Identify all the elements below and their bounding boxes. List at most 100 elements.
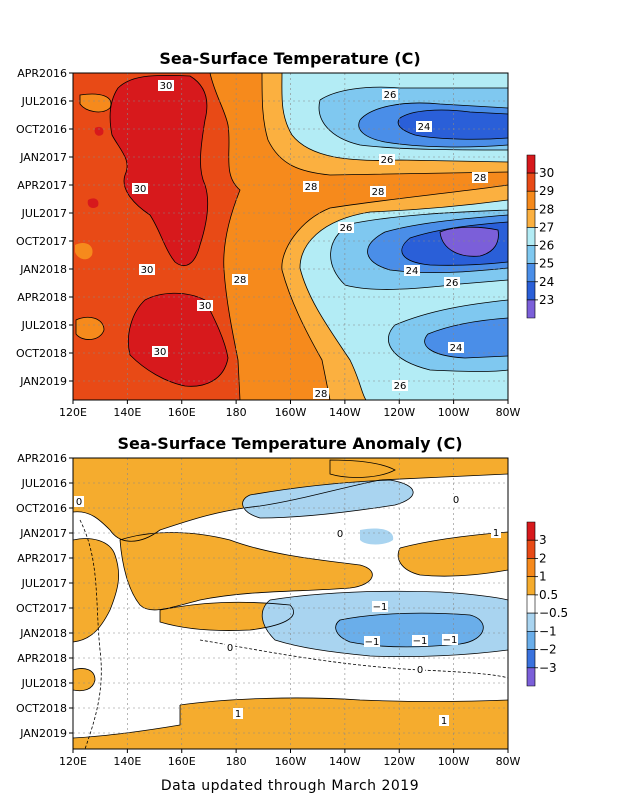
sst-band-30d [87, 198, 99, 208]
colorbar-swatch [526, 209, 536, 228]
colorbar-label: −1 [539, 624, 557, 638]
contour-label: 0 [417, 665, 423, 676]
contour-label-bg [364, 636, 380, 647]
contour-label: 26 [446, 278, 459, 289]
x-tick-label: 160W [275, 406, 307, 419]
sst-band-24c [424, 318, 508, 358]
y-tick-label: JAN2018 [19, 263, 67, 276]
x-tick-label: 120E [59, 755, 87, 768]
anom-warm-mid [120, 532, 373, 610]
colorbar-label: 28 [539, 202, 554, 216]
contour-label-bg [370, 186, 386, 197]
x-tick-label: 160W [275, 755, 307, 768]
sst-band-28w2 [76, 317, 104, 340]
sst-colorbar: 30 29 28 27 26 25 24 23 [526, 154, 554, 319]
y-tick-label: JUL2017 [21, 577, 67, 590]
contour-label-bg [392, 380, 408, 391]
colorbar-swatch [526, 154, 536, 174]
y-tick-label: OCT2018 [16, 702, 67, 715]
contour-label-bg [197, 300, 213, 311]
contour-label-bg [442, 634, 458, 645]
colorbar-label: 1 [539, 570, 547, 584]
sst-panel-title: Sea-Surface Temperature (C) [159, 49, 420, 68]
colorbar-swatch [526, 612, 536, 632]
x-tick-label: 120E [59, 406, 87, 419]
sst-y-ticks: APR2016 JUL2016 OCT2016 JAN2017 APR2017 JUL20… [16, 67, 73, 388]
contour-label: 1 [493, 528, 499, 539]
contour-label: 0 [337, 529, 343, 540]
x-tick-label: 140E [113, 406, 141, 419]
y-tick-label: APR2018 [17, 652, 67, 665]
contour-label-bg [139, 264, 155, 275]
y-tick-label: JUL2016 [21, 477, 67, 490]
colorbar-swatch [526, 631, 536, 650]
colorbar-label: 3 [539, 533, 547, 547]
contour-label-bg [335, 528, 345, 539]
y-tick-label: OCT2016 [16, 502, 67, 515]
contour-label-bg [404, 265, 420, 276]
y-tick-label: JAN2017 [19, 527, 67, 540]
contour-label: 1 [441, 716, 447, 727]
contour-label: 30 [199, 301, 212, 312]
y-tick-label: JUL2017 [21, 207, 67, 220]
anom-warm-east [398, 532, 508, 577]
anomaly-grid [73, 458, 508, 749]
sst-band-28w3 [80, 94, 111, 112]
contour-label-bg [338, 222, 354, 233]
sst-band-30 [110, 75, 208, 266]
contour-label-bg [313, 388, 329, 399]
anomaly-contour-labels: 1 1 1 0 0 0 0 0 −1 −1 −1 −1 [74, 494, 501, 727]
colorbar-swatch [526, 263, 536, 283]
contour-label: −1 [413, 636, 428, 647]
y-tick-label: APR2016 [17, 452, 67, 465]
contour-label: 28 [234, 275, 247, 286]
contour-label: 0 [227, 643, 233, 654]
y-tick-label: APR2016 [17, 67, 67, 80]
colorbar-label: −3 [539, 661, 557, 675]
colorbar-label: 2 [539, 551, 547, 565]
x-tick-label: 140W [329, 755, 361, 768]
contour-label: 28 [474, 173, 487, 184]
contour-label: 0 [453, 495, 459, 506]
y-tick-label: APR2017 [17, 179, 67, 192]
contour-label-bg [233, 708, 243, 719]
colorbar-label: 24 [539, 275, 554, 289]
colorbar-swatch [526, 539, 536, 559]
y-tick-label: OCT2016 [16, 123, 67, 136]
contour-label-bg [472, 172, 488, 183]
y-tick-label: JAN2018 [19, 627, 67, 640]
colorbar-swatch [526, 649, 536, 669]
sst-field [73, 73, 508, 400]
contour-label: 26 [340, 223, 353, 234]
colorbar-swatch [526, 594, 536, 614]
anomaly-y-ticks: APR2016 JUL2016 OCT2016 JAN2017 APR2017 JUL20… [16, 452, 73, 740]
contour-label: 0 [76, 497, 82, 508]
colorbar-label: 0.5 [539, 588, 558, 602]
data-updated-footer: Data updated through March 2019 [161, 778, 419, 794]
x-tick-label: 180 [226, 755, 247, 768]
anom-colder-1 [335, 613, 484, 647]
contour-label-bg [439, 715, 449, 726]
contour-label: 30 [141, 265, 154, 276]
contour-label: 28 [315, 389, 328, 400]
colorbar-swatch [526, 172, 536, 192]
contour-label: 28 [305, 182, 318, 193]
contour-label: −1 [373, 602, 388, 613]
contour-label-bg [225, 642, 235, 653]
contour-label: 30 [134, 184, 147, 195]
contour-label-bg [152, 346, 168, 357]
y-tick-label: APR2018 [17, 291, 67, 304]
y-tick-label: JUL2016 [21, 95, 67, 108]
contour-label: −1 [365, 637, 380, 648]
contour-label: −1 [443, 635, 458, 646]
anom-warm-band2 [160, 602, 294, 631]
contour-label-bg [158, 80, 174, 91]
contour-label: 24 [418, 122, 431, 133]
y-tick-label: JAN2017 [19, 151, 67, 164]
x-tick-label: 180 [226, 406, 247, 419]
contour-label-bg [132, 183, 148, 194]
sst-band-28w [75, 243, 93, 260]
colorbar-label: −0.5 [539, 606, 568, 620]
colorbar-swatch [526, 299, 536, 319]
contour-label: 1 [235, 709, 241, 720]
